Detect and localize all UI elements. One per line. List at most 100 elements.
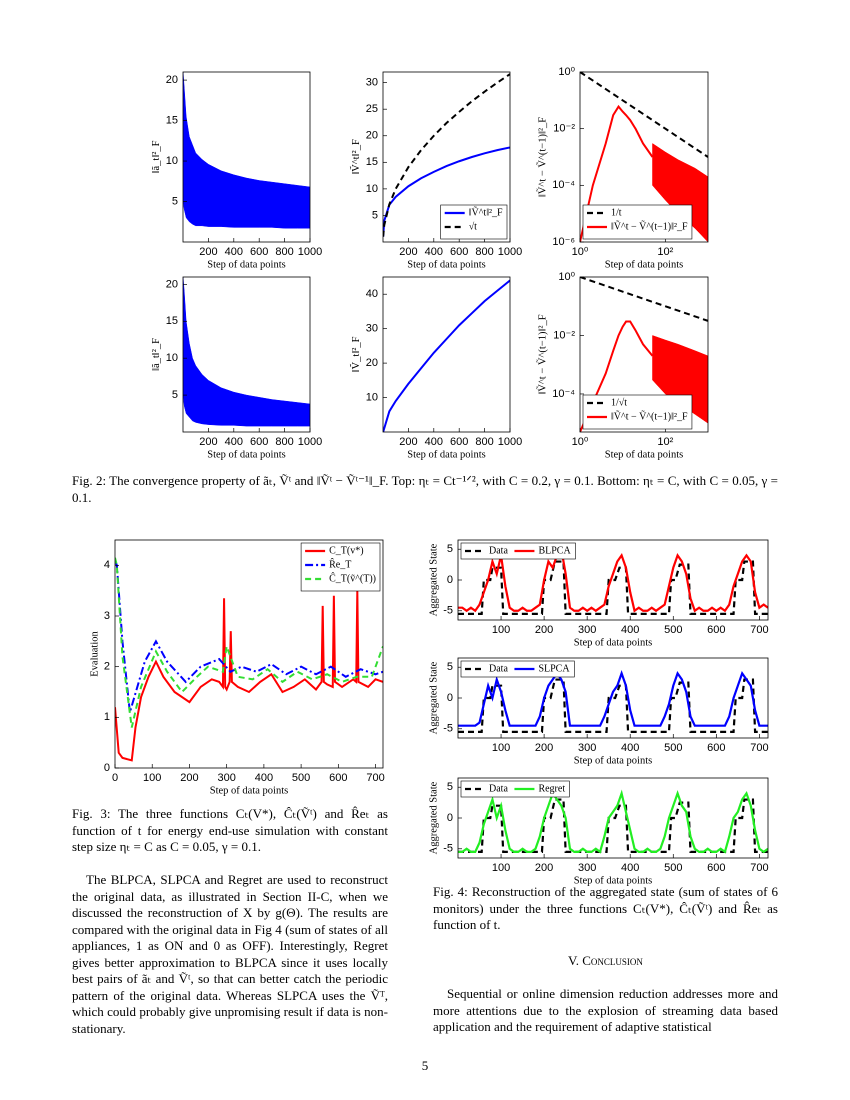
x-axis-label: Step of data points	[407, 449, 485, 460]
x-tick-label: 600	[450, 436, 468, 448]
x-tick-label: 10⁰	[572, 436, 589, 448]
y-tick-label: 20	[366, 130, 378, 142]
y-tick-label: 10⁻²	[553, 329, 575, 341]
section-heading: V. Conclusion	[568, 953, 643, 968]
y-tick-label: 40	[366, 288, 378, 300]
x-tick-label: 1000	[498, 246, 522, 258]
axes-frame	[579, 71, 709, 243]
figure-caption: Fig. 3: The three functions Cₜ(V*), Ĉₜ(Ṽ…	[72, 806, 388, 854]
x-tick-label: 10²	[657, 246, 673, 258]
y-axis-label: Aggregated State	[429, 781, 440, 854]
series-line	[383, 73, 510, 237]
x-tick-label: 200	[535, 624, 553, 636]
legend-label: C_T(v*)	[329, 545, 363, 556]
x-tick-label: 600	[707, 742, 725, 754]
legend-box	[582, 394, 693, 430]
x-tick-label: 400	[621, 862, 639, 874]
y-tick-label: 25	[366, 103, 378, 115]
plot-area	[580, 277, 708, 432]
x-tick-label: 200	[399, 246, 417, 258]
x-tick-label: 600	[329, 772, 347, 784]
x-tick-label: 200	[399, 436, 417, 448]
x-tick-label: 800	[275, 436, 293, 448]
y-tick-label: 30	[366, 323, 378, 335]
y-axis-label: ‖Ṽ^t − Ṽ^(t−1)‖²_F	[536, 314, 548, 394]
y-tick-label: 5	[172, 389, 178, 401]
series-line	[458, 560, 768, 615]
x-tick-label: 500	[664, 742, 682, 754]
y-tick-label: 1	[104, 711, 110, 723]
paragraph: The BLPCA, SLPCA and Regret are used to …	[72, 872, 388, 1036]
legend-label: 1/√t	[611, 397, 627, 408]
y-axis-label: ‖Ṽ_t‖²_F	[350, 336, 362, 372]
y-tick-label: 10⁻²	[553, 123, 575, 135]
plot-area	[458, 670, 768, 733]
legend-label: Ĉ_T(ṽ^(T))	[329, 572, 376, 584]
x-tick-label: 600	[450, 246, 468, 258]
axes-frame	[114, 539, 384, 769]
axes-frame	[579, 276, 709, 433]
x-tick-label: 500	[664, 862, 682, 874]
x-tick-label: 1000	[498, 436, 522, 448]
legend-box	[440, 204, 508, 240]
x-axis-label: Step of data points	[207, 259, 285, 270]
y-tick-label: -5	[443, 605, 453, 617]
plot-area	[580, 72, 708, 242]
legend-label: √t	[469, 221, 477, 232]
chart: 200 400 600 800 1000 5 10 15 20 25 30 Step of data …	[350, 71, 522, 270]
y-tick-label: 10	[166, 352, 178, 364]
axes-frame	[182, 276, 311, 433]
x-tick-label: 400	[225, 246, 243, 258]
series-line	[580, 72, 708, 158]
x-tick-label: 300	[217, 772, 235, 784]
legend-label: Regret	[538, 783, 565, 794]
y-tick-label: 10	[366, 391, 378, 403]
y-tick-label: 4	[104, 559, 110, 571]
x-tick-label: 1000	[298, 246, 322, 258]
x-tick-label: 200	[199, 436, 217, 448]
y-tick-label: 10	[366, 183, 378, 195]
y-axis-label: ‖ã_t‖²_F	[151, 338, 162, 371]
y-axis-label: Aggregated State	[429, 661, 440, 734]
chart: 0 100 200 300 400 500 600 700 0 1 2 3 4 Step of data …	[89, 539, 385, 796]
x-axis-label: Step of data points	[605, 449, 683, 460]
x-tick-label: 200	[535, 742, 553, 754]
legend-label: Data	[489, 663, 508, 674]
chart: 100 200 300 400 500 600 700 -5 0 5 Step of data po…	[429, 539, 769, 648]
y-axis-label: Evaluation	[89, 631, 100, 677]
x-tick-label: 600	[707, 624, 725, 636]
x-tick-label: 600	[250, 436, 268, 448]
chart: 200 400 600 800 1000 10 20 30 40 Step of data poi…	[350, 276, 522, 460]
x-axis-label: Step of data points	[207, 449, 285, 460]
x-tick-label: 500	[292, 772, 310, 784]
paragraph: Sequential or online dimension reduction…	[433, 986, 778, 1034]
legend: ‖Ṽ^t‖²_F √t	[440, 204, 508, 240]
x-tick-label: 600	[707, 862, 725, 874]
chart: 10⁰ 10² 10⁻⁶ 10⁻⁴ 10⁻² 10⁰ Step of data points…	[536, 66, 709, 270]
chart: 200 400 600 800 1000 5 10 15 20 Step of data poin…	[151, 71, 322, 270]
x-tick-label: 800	[475, 436, 493, 448]
series-line	[115, 557, 383, 728]
x-tick-label: 300	[578, 862, 596, 874]
series-line	[115, 559, 383, 713]
chart: 200 400 600 800 1000 5 10 15 20 Step of data poin…	[151, 276, 322, 460]
x-tick-label: 100	[143, 772, 161, 784]
legend-label: ‖Ṽ^t − Ṽ^(t−1)‖²_F	[611, 220, 688, 232]
series-line	[458, 789, 768, 854]
y-tick-label: 10⁻⁴	[552, 179, 575, 191]
x-tick-label: 10²	[657, 436, 673, 448]
x-tick-label: 100	[492, 624, 510, 636]
legend: 1/√t ‖Ṽ^t − Ṽ^(t−1)‖²_F	[582, 394, 693, 430]
y-tick-label: 5	[372, 209, 378, 221]
y-tick-label: 20	[166, 74, 178, 86]
x-tick-label: 700	[750, 742, 768, 754]
axes-frame	[382, 276, 511, 433]
y-tick-label: 0	[447, 692, 453, 704]
x-axis-label: Step of data points	[574, 637, 652, 648]
chart: 100 200 300 400 500 600 700 -5 0 5 Step of data po…	[429, 657, 769, 766]
x-tick-label: 300	[578, 742, 596, 754]
x-tick-label: 500	[664, 624, 682, 636]
legend-box	[582, 204, 693, 240]
y-tick-label: 5	[447, 543, 453, 555]
y-tick-label: 0	[447, 574, 453, 586]
